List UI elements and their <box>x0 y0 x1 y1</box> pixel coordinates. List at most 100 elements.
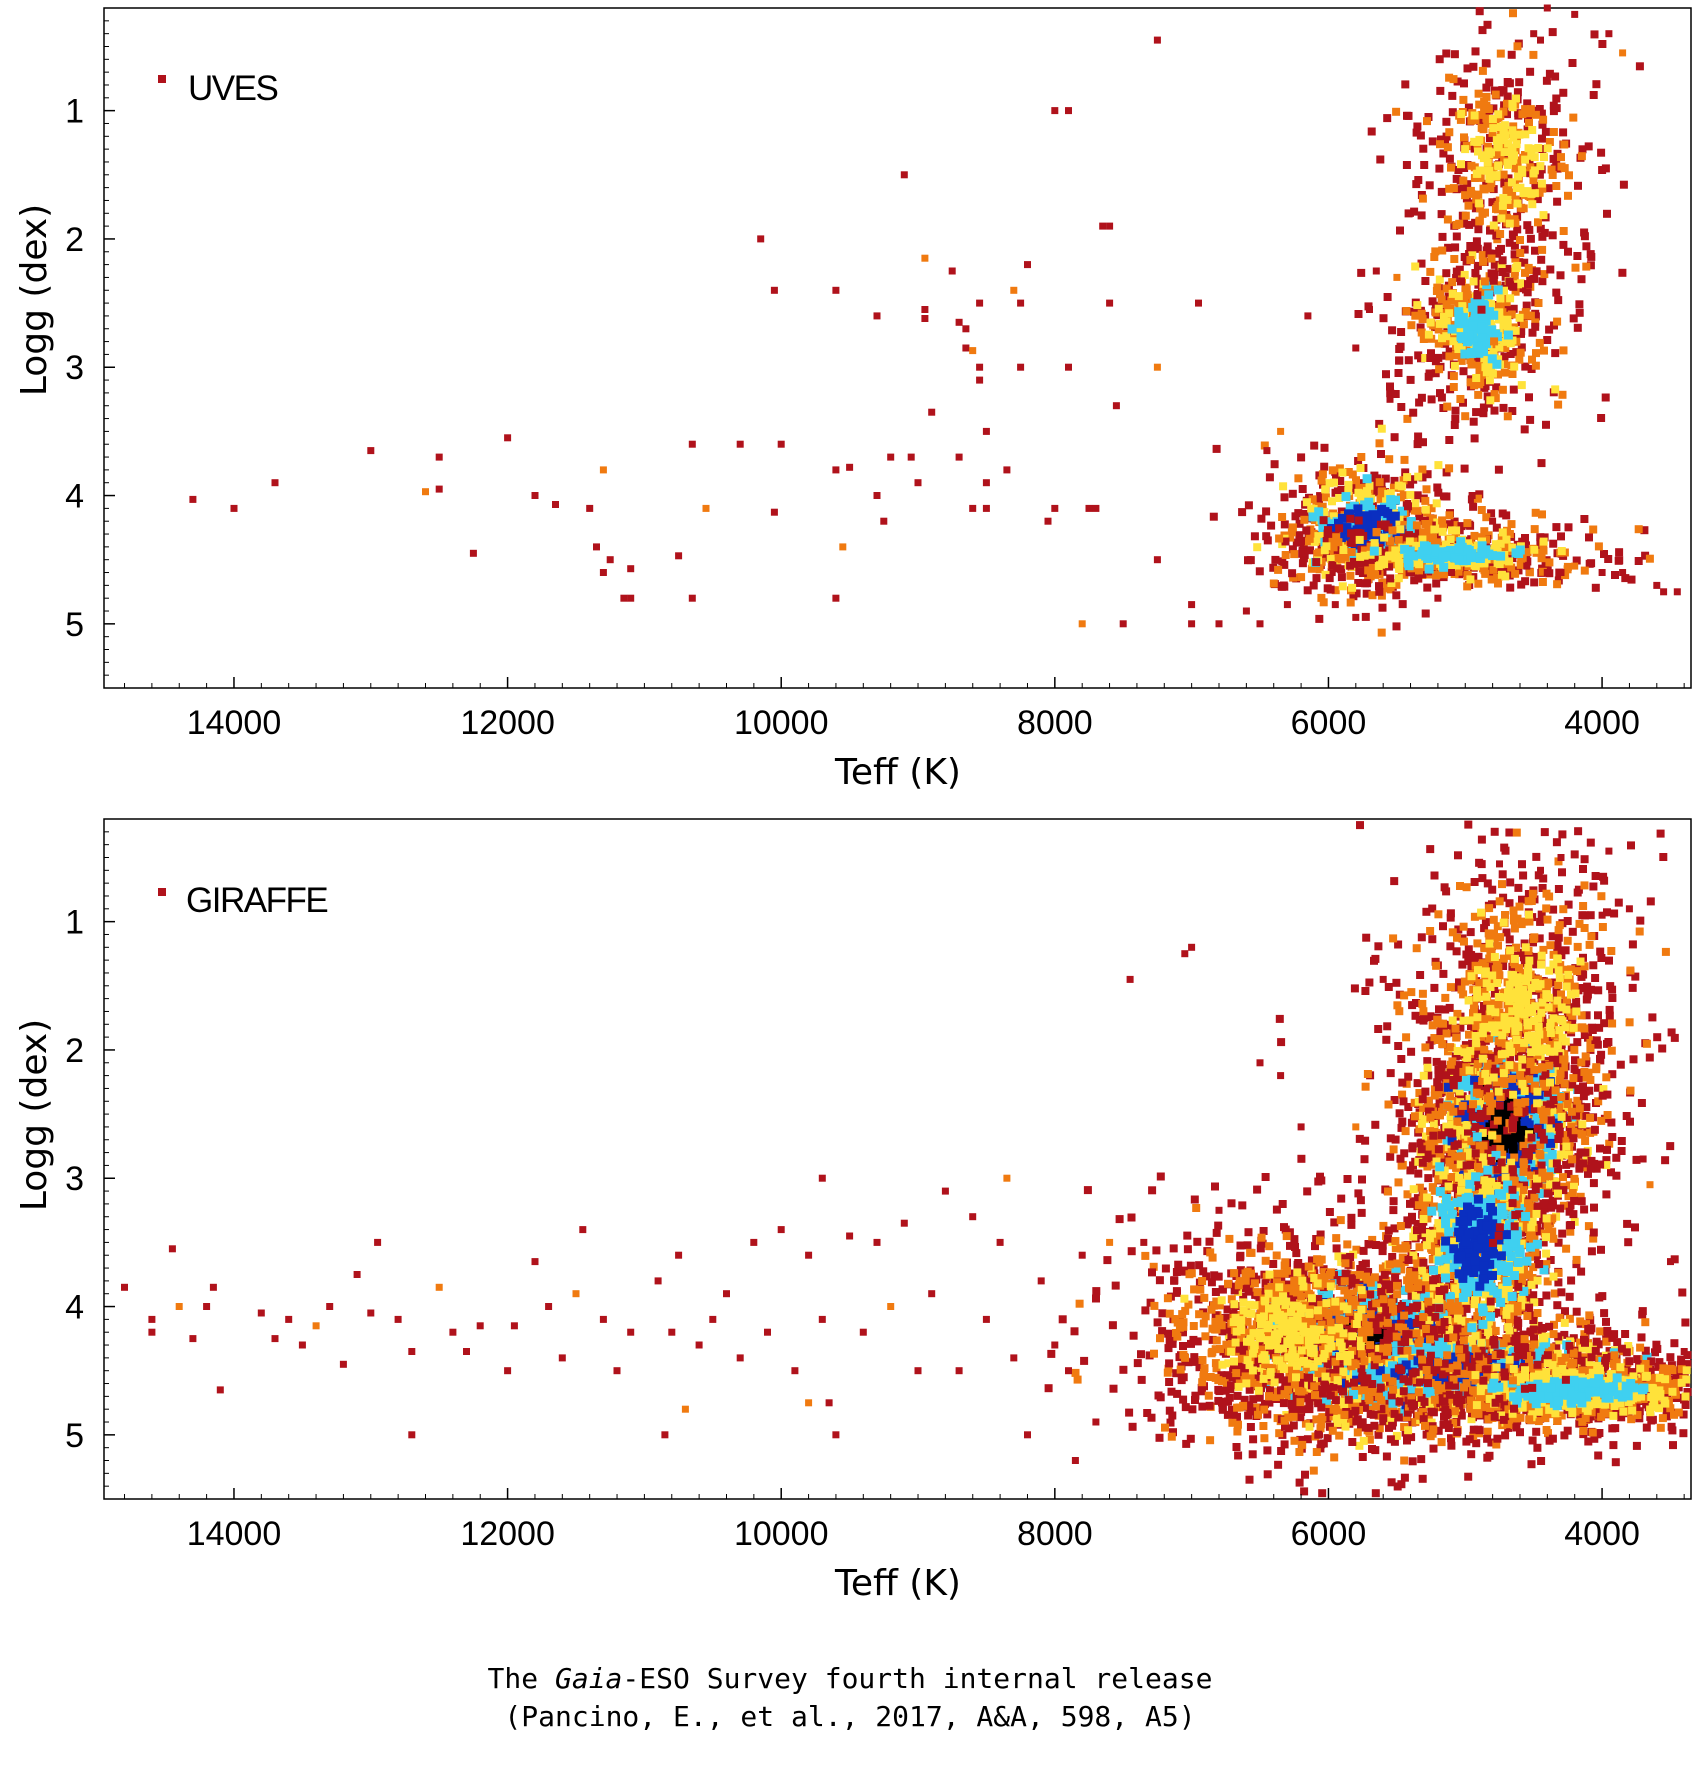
uves-x-tick-label: 14000 <box>187 704 282 742</box>
uves-density-marker <box>1326 554 1335 563</box>
uves-density-marker <box>1574 181 1582 190</box>
uves-density-marker <box>1594 542 1603 551</box>
uves-density-marker <box>1471 47 1480 56</box>
uves-density-marker <box>1464 331 1474 341</box>
uves-density-marker <box>1489 565 1498 574</box>
giraffe-density-marker <box>1537 1457 1546 1465</box>
uves-density-marker <box>1442 49 1451 58</box>
uves-density-marker <box>1325 479 1334 488</box>
uves-density-marker <box>1280 560 1289 569</box>
uves-density-marker <box>1419 335 1428 343</box>
uves-density-marker <box>1537 179 1546 188</box>
uves-density-marker <box>1480 527 1489 536</box>
uves-density-marker <box>1454 166 1463 174</box>
uves-density-marker <box>1487 179 1496 187</box>
uves-density-marker <box>1442 337 1451 346</box>
uves-density-marker <box>1459 564 1468 573</box>
uves-density-marker <box>1513 88 1522 97</box>
uves-x-tick-label: 4000 <box>1564 704 1640 742</box>
uves-density-marker <box>1445 309 1454 318</box>
uves-density-marker <box>1531 110 1540 119</box>
uves-density-marker <box>1526 67 1535 76</box>
uves-density-marker <box>1314 507 1324 517</box>
uves-density-layer <box>1209 7 1654 637</box>
uves-density-marker <box>1611 571 1619 579</box>
uves-density-marker <box>1415 398 1424 407</box>
uves-density-marker <box>1572 556 1581 565</box>
uves-density-marker <box>1498 206 1507 215</box>
uves-density-marker <box>1439 562 1449 572</box>
uves-density-marker <box>1335 464 1344 473</box>
giraffe-density-marker <box>1417 1455 1426 1464</box>
uves-density-marker <box>1466 349 1476 359</box>
uves-density-marker <box>1262 507 1271 516</box>
uves-density-marker <box>1322 542 1331 551</box>
uves-density-marker <box>1452 533 1460 542</box>
uves-density-marker <box>1286 533 1295 542</box>
uves-data-point <box>620 594 628 602</box>
giraffe-density-marker <box>1323 1434 1332 1443</box>
uves-density-marker <box>1511 264 1520 272</box>
uves-data-point <box>435 453 443 461</box>
uves-density-marker <box>1469 502 1478 511</box>
uves-data-point <box>422 488 429 496</box>
uves-density-marker <box>1450 50 1459 59</box>
uves-density-marker <box>1448 108 1457 117</box>
uves-density-marker <box>1486 184 1495 193</box>
uves-density-marker <box>1491 394 1500 403</box>
uves-data-point <box>1331 601 1339 609</box>
uves-density-marker <box>1341 492 1351 502</box>
giraffe-density-marker <box>1334 1409 1342 1418</box>
uves-density-marker <box>1548 231 1557 240</box>
uves-density-marker <box>1315 565 1324 574</box>
uves-density-marker <box>1499 403 1508 412</box>
giraffe-density-marker <box>1594 1451 1603 1460</box>
uves-density-marker <box>1502 535 1511 544</box>
uves-density-marker <box>1502 303 1511 312</box>
uves-density-marker <box>1377 504 1387 514</box>
uves-density-marker <box>1294 474 1303 483</box>
uves-density-marker <box>1444 243 1453 252</box>
uves-density-marker <box>1355 535 1364 544</box>
uves-density-marker <box>1426 318 1435 327</box>
uves-density-marker <box>1281 537 1290 546</box>
uves-density-marker <box>1464 539 1472 548</box>
uves-density-marker <box>1535 105 1544 113</box>
uves-density-marker <box>1430 544 1440 554</box>
giraffe-density-marker <box>1128 1422 1137 1431</box>
giraffe-density-marker <box>1378 1264 1387 1273</box>
uves-density-marker <box>1523 221 1532 230</box>
uves-density-marker <box>1407 321 1416 330</box>
uves-data-point <box>1044 517 1052 525</box>
uves-density-marker <box>1376 495 1385 504</box>
uves-density-marker <box>1424 564 1434 574</box>
uves-density-marker <box>1452 267 1461 276</box>
uves-data-point <box>736 440 744 448</box>
uves-density-marker <box>1531 322 1540 331</box>
uves-data-point <box>531 492 539 499</box>
giraffe-density-marker <box>1400 1473 1409 1482</box>
uves-density-marker <box>1526 234 1535 243</box>
uves-density-marker <box>1392 591 1401 600</box>
giraffe-density-marker <box>1193 1337 1202 1346</box>
uves-density-marker <box>1417 309 1426 318</box>
uves-density-marker <box>1466 575 1475 584</box>
uves-density-marker <box>1394 369 1403 377</box>
giraffe-density-marker <box>1189 1322 1198 1330</box>
uves-density-marker <box>1469 62 1478 71</box>
uves-density-marker <box>1564 247 1572 256</box>
uves-density-marker <box>1454 567 1463 576</box>
uves-density-marker <box>1414 351 1423 360</box>
uves-density-marker <box>1507 50 1516 59</box>
uves-density-marker <box>1597 148 1606 157</box>
uves-density-marker <box>1445 154 1454 163</box>
uves-density-marker <box>1442 284 1451 293</box>
uves-density-marker <box>1421 609 1430 618</box>
uves-density-marker <box>1506 294 1515 303</box>
uves-density-marker <box>1445 511 1454 520</box>
uves-density-marker <box>1479 154 1488 163</box>
uves-density-marker <box>1561 571 1570 580</box>
uves-data-point <box>1304 312 1312 320</box>
uves-density-marker <box>1478 299 1488 309</box>
uves-density-marker <box>1476 204 1484 213</box>
